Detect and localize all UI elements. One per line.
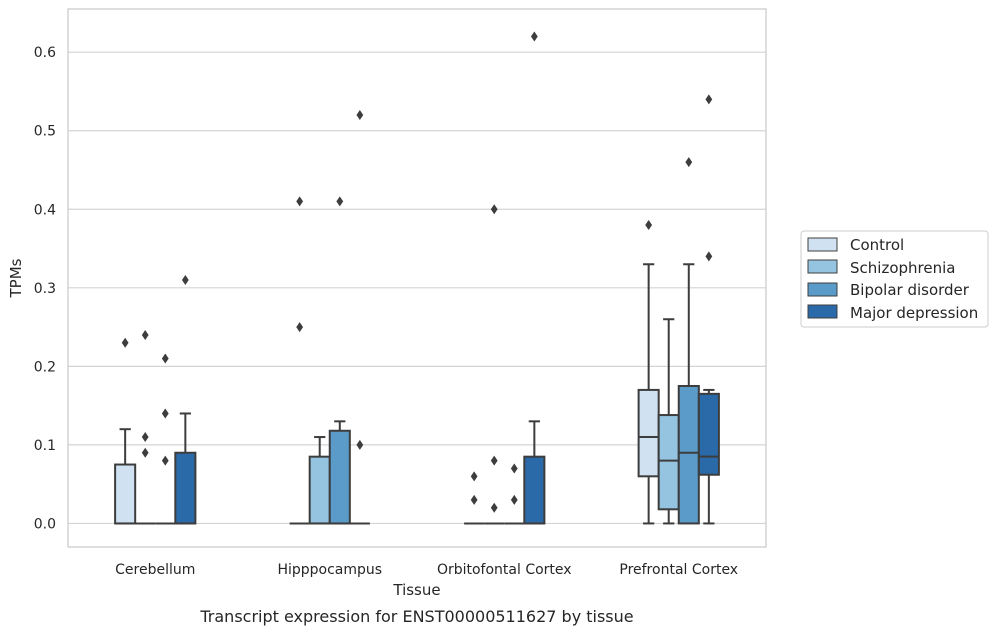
box-group [504, 463, 525, 525]
box-group [155, 353, 176, 525]
box [174, 451, 197, 525]
outlier-point [296, 196, 304, 207]
box-group [174, 274, 197, 525]
y-tick-label: 0.0 [34, 516, 56, 532]
y-tick-label: 0.5 [34, 124, 56, 140]
y-tick-label: 0.4 [34, 202, 56, 218]
y-tick-label: 0.2 [34, 359, 56, 375]
plot-frame [67, 8, 767, 548]
box [697, 392, 720, 476]
box-group [523, 31, 546, 525]
box-group [464, 471, 485, 525]
outlier-point [470, 494, 478, 505]
outlier-point [470, 471, 478, 482]
box-group [697, 94, 720, 525]
outlier-point [161, 353, 169, 364]
outlier-point [705, 94, 713, 105]
box [657, 414, 680, 511]
x-tick-label: Orbitofontal Cortex [437, 562, 572, 578]
outlier-point [141, 329, 149, 340]
legend-label-bipolar-disorder: Bipolar disorder [850, 281, 970, 299]
box-group [289, 196, 310, 525]
x-tick-label: Cerebellum [115, 562, 195, 578]
legend-swatch-schizophrenia [807, 259, 838, 274]
box [677, 384, 700, 525]
box [637, 388, 660, 478]
box-group [637, 219, 660, 525]
outlier-point [705, 251, 713, 262]
box [523, 455, 546, 525]
legend-swatch-control [807, 237, 838, 252]
box-group [349, 110, 370, 525]
y-tick-label: 0.3 [34, 281, 56, 297]
box-group [657, 318, 680, 525]
legend-frame [800, 230, 989, 328]
outlier-point [490, 455, 498, 466]
outlier-point [685, 157, 693, 168]
outlier-point [490, 502, 498, 513]
y-tick-label: 0.6 [34, 45, 56, 61]
x-tick-label: Hipppocampus [277, 562, 382, 578]
box-group [484, 204, 505, 525]
outlier-point [296, 322, 304, 333]
legend-swatch-bipolar-disorder [807, 282, 838, 297]
chart-caption: Transcript expression for ENST0000051162… [199, 607, 633, 626]
y-axis-ticks: 0.0 0.1 0.2 0.3 0.4 0.5 0.6 [34, 45, 56, 532]
outlier-point [356, 110, 364, 121]
legend-label-schizophrenia: Schizophrenia [850, 259, 955, 277]
outlier-point [645, 219, 653, 230]
y-axis-label: TPMs [7, 258, 25, 298]
box-group [114, 337, 137, 525]
legend-swatch-major-depression [807, 304, 838, 319]
outlier-point [141, 447, 149, 458]
box [308, 455, 331, 525]
outlier-point [490, 204, 498, 215]
x-tick-label: Prefrontal Cortex [619, 562, 738, 578]
outlier-point [141, 432, 149, 443]
x-axis-label: Tissue [392, 581, 440, 599]
x-axis-ticks: Cerebellum Hipppocampus Orbitofontal Corte… [115, 562, 738, 578]
outlier-point [336, 196, 344, 207]
outlier-point [121, 337, 129, 348]
gridlines [68, 51, 766, 525]
box-plot-area [114, 31, 720, 525]
box-group [328, 196, 351, 525]
outlier-point [530, 31, 538, 42]
outlier-point [161, 408, 169, 419]
legend: Control Schizophrenia Bipolar disorder M… [800, 230, 989, 328]
legend-label-major-depression: Major depression [850, 304, 978, 322]
outlier-point [510, 463, 518, 474]
legend-label-control: Control [850, 236, 904, 254]
box-group [308, 436, 331, 525]
y-tick-label: 0.1 [34, 438, 56, 454]
outlier-point [161, 455, 169, 466]
box-group [135, 329, 156, 525]
outlier-point [181, 274, 189, 285]
box [114, 463, 137, 525]
box [328, 429, 351, 525]
box-group [677, 157, 700, 525]
outlier-point [356, 439, 364, 450]
outlier-point [510, 494, 518, 505]
